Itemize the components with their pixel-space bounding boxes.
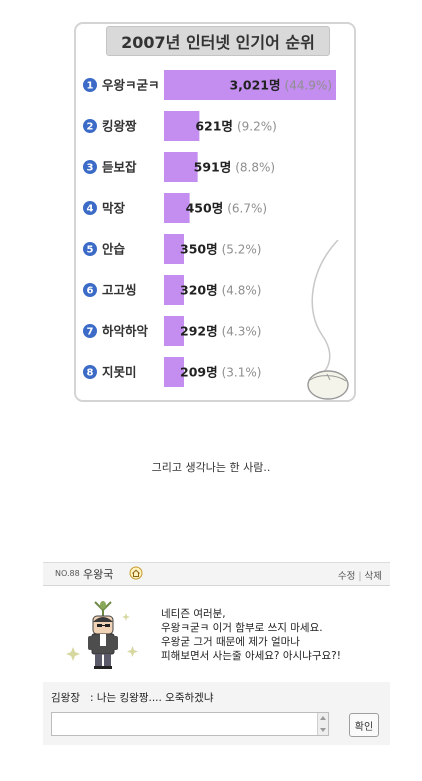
rank-badge-1 [83, 78, 97, 92]
rank-badge-4 [83, 201, 97, 215]
value-label-6: 320명 [180, 283, 218, 298]
percent-label-6: (4.8%) [222, 284, 262, 298]
bar-chart: 1 우왕ㅋ굳ㅋ 3,021명 (44.9%) 2 킹왕짱 621명 (9.2%) 3 듣보잡 591… [83, 70, 336, 387]
entry-actions: 수정 | 삭제 [338, 568, 382, 582]
action-separator: | [358, 571, 362, 582]
message-line: 우왕ㅋ굳ㅋ 이거 함부로 쓰지 마세요. [161, 622, 323, 634]
chart-title: 2007년 인터넷 인기어 순위 [106, 26, 330, 56]
comment-input[interactable] [51, 712, 329, 736]
percent-label-7: (4.3%) [222, 325, 262, 339]
caption-text: 그리고 생각나는 한 사람.. [151, 461, 271, 474]
rank-number-4: 4 [87, 204, 94, 215]
value-label-8: 209명 [180, 365, 218, 380]
rank-number-1: 1 [87, 81, 94, 92]
rank-badge-3 [83, 160, 97, 174]
bar-5 [164, 234, 184, 264]
avatar [66, 601, 138, 669]
category-label-3: 듣보잡 [102, 160, 137, 175]
bar-4 [164, 193, 190, 223]
rank-number-3: 3 [87, 163, 94, 174]
rank-number-8: 8 [87, 368, 94, 379]
value-label-5: 350명 [180, 242, 218, 257]
entry-number: NO.88 [55, 569, 80, 578]
percent-label-3: (8.8%) [235, 161, 275, 175]
rank-badge-7 [83, 324, 97, 338]
guestbook-body: 네티즌 여러분, 우왕ㅋ굳ㅋ 이거 함부로 쓰지 마세요. 우왕굳 그거 때문에… [43, 586, 390, 682]
scroll-down-icon[interactable] [320, 728, 326, 732]
bar-1 [164, 70, 336, 100]
rank-badge-8 [83, 365, 97, 379]
edit-link[interactable]: 수정 [337, 571, 356, 582]
rank-number-5: 5 [87, 245, 94, 256]
rank-badge-6 [83, 283, 97, 297]
value-label-2: 621명 [195, 119, 233, 134]
rank-badge-2 [83, 119, 97, 133]
category-label-6: 고고씽 [102, 283, 137, 298]
scroll-up-icon[interactable] [320, 716, 326, 720]
bar-3 [164, 152, 198, 182]
category-label-1: 우왕ㅋ굳ㅋ [102, 78, 160, 93]
message-line: 피해보면서 사는줄 아세요? 아시냐구요?! [161, 650, 341, 662]
chart-panel: 1 우왕ㅋ굳ㅋ 3,021명 (44.9%) 2 킹왕짱 621명 (9.2%) 3 듣보잡 591… [74, 22, 356, 402]
message-line: 네티즌 여러분, [161, 608, 226, 620]
comment-author[interactable]: 김왕장 [51, 692, 80, 704]
category-label-2: 킹왕짱 [102, 119, 137, 134]
guestbook-message: 네티즌 여러분, 우왕ㅋ굳ㅋ 이거 함부로 쓰지 마세요. 우왕굳 그거 때문에… [161, 607, 341, 663]
bar-8 [164, 357, 184, 387]
comment-row: 김왕장 : 나는 킹왕짱.... 오죽하겠냐 [51, 690, 214, 705]
percent-label-2: (9.2%) [237, 120, 277, 134]
category-label-7: 하악하악 [102, 324, 149, 339]
category-label-4: 막장 [102, 201, 126, 216]
value-label-4: 450명 [186, 201, 224, 216]
category-label-5: 안습 [102, 242, 126, 257]
bar-7 [164, 316, 184, 346]
percent-label-8: (3.1%) [222, 366, 262, 380]
entry-author-name[interactable]: 우왕국 [83, 568, 114, 581]
rank-number-6: 6 [87, 286, 94, 297]
value-label-3: 591명 [194, 160, 232, 175]
comment-text: : 나는 킹왕짱.... 오죽하겠냐 [89, 692, 214, 704]
message-line: 우왕굳 그거 때문에 제가 얼마나 [161, 636, 300, 648]
category-label-8: 지못미 [102, 365, 137, 380]
bar-2 [164, 111, 200, 141]
rank-badge-5 [83, 242, 97, 256]
home-icon[interactable] [129, 566, 143, 580]
rank-number-2: 2 [87, 122, 94, 133]
guestbook-header: NO.88 우왕국 수정 | 삭제 [43, 563, 390, 586]
bar-6 [164, 275, 184, 305]
comment-scrollbar[interactable] [317, 713, 328, 735]
value-label-1: 3,021명 [229, 78, 280, 93]
percent-label-1: (44.9%) [285, 79, 332, 93]
percent-label-4: (6.7%) [227, 202, 267, 216]
delete-link[interactable]: 삭제 [364, 571, 382, 582]
confirm-button[interactable]: 확인 [349, 713, 379, 737]
rank-number-7: 7 [87, 327, 94, 338]
percent-label-5: (5.2%) [222, 243, 262, 257]
computer-mouse-icon [307, 240, 349, 400]
value-label-7: 292명 [180, 324, 218, 339]
guestbook-entry: NO.88 우왕국 수정 | 삭제 [43, 562, 390, 745]
